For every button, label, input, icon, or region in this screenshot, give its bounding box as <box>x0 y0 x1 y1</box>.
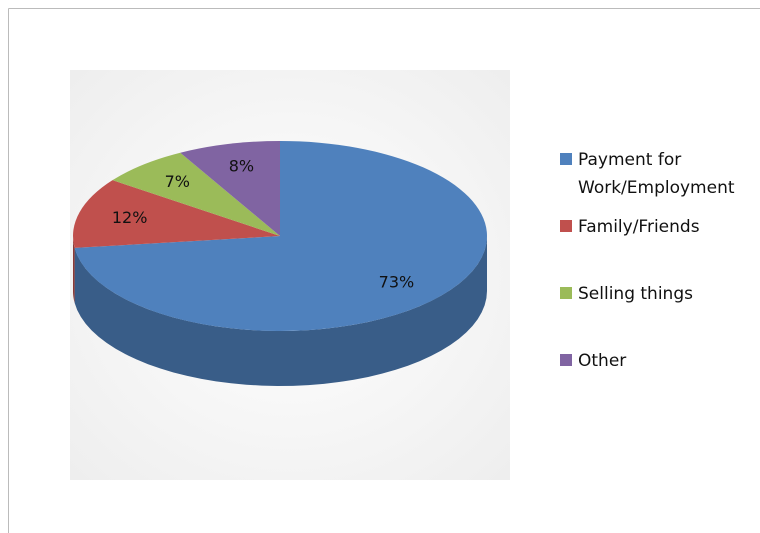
legend-label: Other <box>578 351 627 371</box>
legend-label: Payment for Work/Employment <box>578 150 735 198</box>
pie-side <box>73 236 75 303</box>
legend-label: Family/Friends <box>578 217 700 237</box>
legend-item: Other <box>560 347 755 375</box>
data-label: 12% <box>112 208 148 227</box>
legend-swatch <box>560 287 572 299</box>
data-label: 8% <box>229 156 254 175</box>
legend-item: Family/Friends <box>560 213 755 241</box>
pie: 73% 12% 7% 8% <box>73 141 487 386</box>
pie-slice <box>112 152 281 236</box>
data-label: 7% <box>165 172 190 191</box>
pie-slice <box>180 141 280 236</box>
legend-swatch <box>560 354 572 366</box>
legend-item: Selling things <box>560 280 755 308</box>
legend-label: Selling things <box>578 284 693 304</box>
legend-swatch <box>560 220 572 232</box>
pie-slice <box>74 141 487 331</box>
legend-swatch <box>560 153 572 165</box>
legend-item: Payment for Work/Employment <box>560 146 755 202</box>
pie-side <box>74 236 487 386</box>
data-label: 73% <box>379 273 415 292</box>
pie-slice <box>73 180 281 248</box>
